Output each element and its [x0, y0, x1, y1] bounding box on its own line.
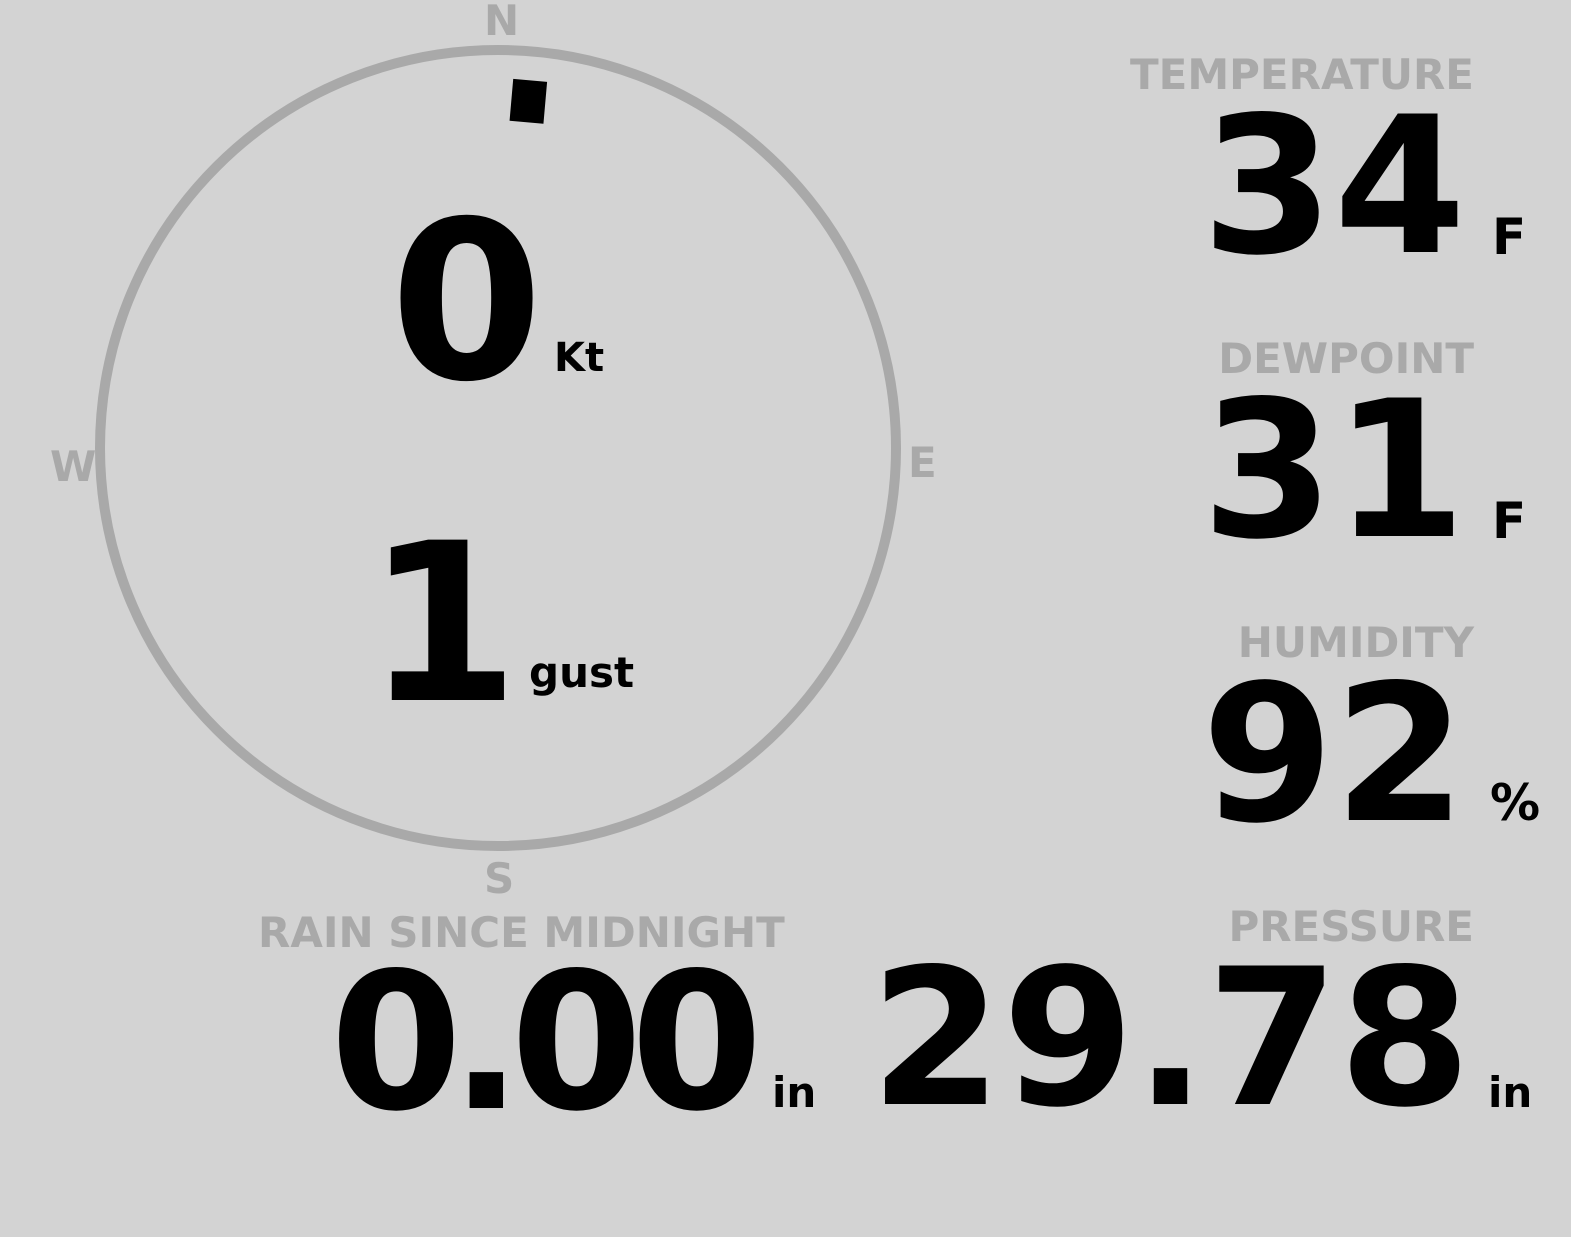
compass-south: S [484, 854, 515, 903]
wind-gust-unit: gust [529, 648, 635, 697]
temperature-value: 34 [1201, 76, 1466, 297]
compass-ring [95, 45, 901, 851]
compass-west: W [50, 442, 97, 491]
wind-gust-value: 1 [366, 496, 520, 752]
wind-speed-value: 0 [390, 174, 544, 430]
pressure-label: PRESSURE [1228, 902, 1474, 951]
wind-compass [95, 45, 901, 851]
dewpoint-value: 31 [1201, 360, 1466, 581]
humidity-value: 92 [1201, 644, 1466, 865]
dewpoint-unit: F [1492, 492, 1527, 550]
dewpoint-label: DEWPOINT [1218, 334, 1474, 383]
humidity-unit: % [1490, 774, 1541, 832]
compass-north: N [484, 0, 520, 45]
rain-value: 0.00 [330, 932, 763, 1153]
wind-direction-marker [509, 78, 548, 124]
temperature-unit: F [1492, 208, 1527, 266]
pressure-value: 29.78 [870, 928, 1471, 1149]
rain-label: RAIN SINCE MIDNIGHT [258, 908, 785, 957]
wind-speed-unit: Kt [554, 335, 605, 381]
rain-unit: in [772, 1068, 817, 1117]
compass-east: E [908, 438, 937, 487]
temperature-label: TEMPERATURE [1130, 50, 1474, 99]
pressure-unit: in [1488, 1068, 1533, 1117]
humidity-label: HUMIDITY [1237, 618, 1474, 667]
